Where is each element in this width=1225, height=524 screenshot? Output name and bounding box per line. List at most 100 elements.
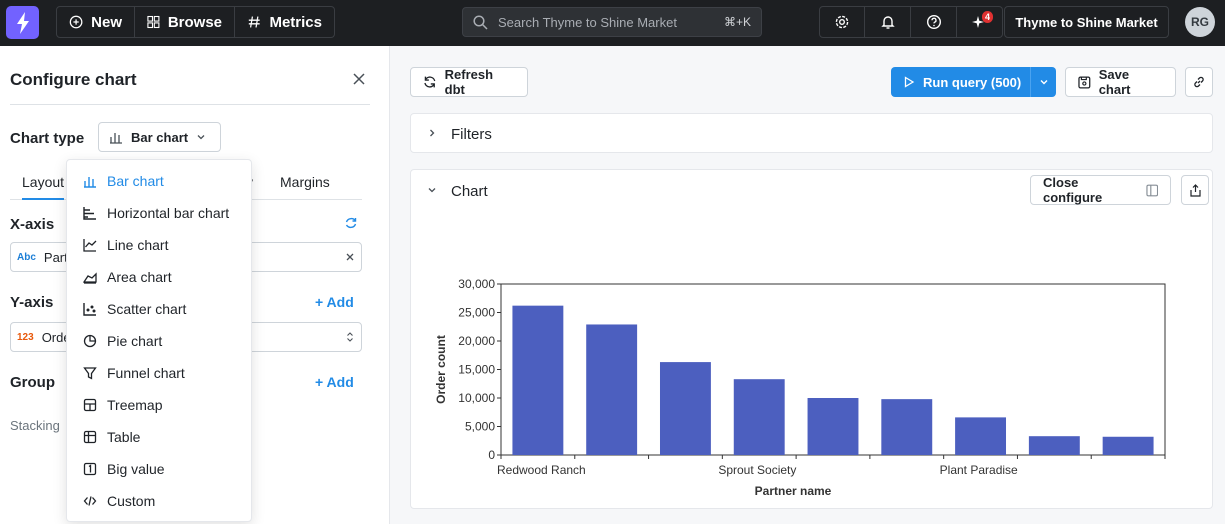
lightdash-logo-icon[interactable] xyxy=(6,6,39,39)
horizontal-bar-chart-icon xyxy=(83,207,96,220)
refresh-dbt-button[interactable]: Refresh dbt xyxy=(410,67,528,97)
filters-card[interactable]: Filters xyxy=(410,113,1213,153)
run-query-label: Run query (500) xyxy=(923,74,1022,90)
bar xyxy=(512,305,564,455)
y-tick-label: 30,000 xyxy=(458,277,495,291)
settings-button[interactable] xyxy=(819,6,865,38)
y-tick-label: 20,000 xyxy=(458,334,495,348)
save-icon xyxy=(1078,75,1091,89)
menu-item-line-chart[interactable]: Line chart xyxy=(67,229,251,261)
select-chevrons-icon xyxy=(347,332,353,342)
menu-item-table[interactable]: Table xyxy=(67,421,251,453)
menu-item-funnel-chart[interactable]: Funnel chart xyxy=(67,357,251,389)
bar xyxy=(733,379,785,455)
search-input[interactable]: Search Thyme to Shine Market ⌘+K xyxy=(462,7,762,37)
share-icon xyxy=(1189,183,1201,197)
link-icon xyxy=(1194,76,1204,88)
table-icon xyxy=(83,430,97,444)
scatter-chart-icon xyxy=(83,303,96,316)
ai-sparkles-button[interactable]: 4 xyxy=(957,6,1003,38)
close-configure-button[interactable]: Close configure xyxy=(1030,175,1171,205)
save-label: Save chart xyxy=(1098,67,1131,97)
help-button[interactable] xyxy=(911,6,957,38)
save-chart-button[interactable]: Save chart xyxy=(1065,67,1176,97)
y-axis-label: Y-axis xyxy=(10,294,54,311)
close-icon[interactable] xyxy=(350,70,368,88)
org-switcher[interactable]: Thyme to Shine Market xyxy=(1004,6,1169,38)
bar-chart-icon xyxy=(110,133,122,144)
metrics-button[interactable]: Metrics xyxy=(235,6,335,38)
y-tick-label: 25,000 xyxy=(458,306,495,320)
notifications-button[interactable] xyxy=(865,6,911,38)
browse-button[interactable]: Browse xyxy=(135,6,235,38)
top-navbar: New Browse Metrics Search Thyme to Shine… xyxy=(0,0,1225,46)
add-group-button[interactable]: + Add xyxy=(315,374,354,390)
org-name: Thyme to Shine Market xyxy=(1015,14,1158,30)
treemap-icon xyxy=(83,398,97,412)
x-axis-title: Partner name xyxy=(755,484,832,498)
divider xyxy=(10,104,370,105)
y-axis-value: Orde xyxy=(41,329,71,345)
number-type-icon: 123 xyxy=(17,331,34,343)
bar xyxy=(807,398,859,455)
refresh-icon xyxy=(424,76,436,88)
menu-item-treemap[interactable]: Treemap xyxy=(67,389,251,421)
chevron-down-icon[interactable] xyxy=(427,185,437,195)
search-icon xyxy=(473,14,488,30)
clear-icon[interactable] xyxy=(345,252,355,262)
menu-item-label: Bar chart xyxy=(107,173,164,189)
chevron-right-icon xyxy=(430,129,435,137)
menu-item-label: Horizontal bar chart xyxy=(107,205,230,221)
export-button[interactable] xyxy=(1181,175,1209,205)
bar xyxy=(1102,436,1154,455)
menu-item-area-chart[interactable]: Area chart xyxy=(67,261,251,293)
filters-title: Filters xyxy=(451,126,492,143)
tab-layout[interactable]: Layout xyxy=(22,174,65,200)
x-tick-label: Sprout Society xyxy=(718,463,796,477)
funnel-chart-icon xyxy=(83,367,97,380)
menu-item-big-value[interactable]: Big value xyxy=(67,453,251,485)
chart-type-value: Bar chart xyxy=(131,129,189,145)
search-placeholder: Search Thyme to Shine Market xyxy=(498,14,677,30)
search-shortcut: ⌘+K xyxy=(723,15,751,29)
x-tick-label: Plant Paradise xyxy=(940,463,1018,477)
chart-card: Chart Close configure 0 5,000 10,000 15,000… xyxy=(410,169,1213,509)
notification-badge: 4 xyxy=(981,11,993,23)
avatar[interactable]: RG xyxy=(1185,7,1215,37)
chevron-down-icon xyxy=(1040,80,1047,85)
share-link-button[interactable] xyxy=(1185,67,1213,97)
menu-item-bar-chart[interactable]: Bar chart xyxy=(67,165,251,197)
plus-circle-icon xyxy=(69,15,83,29)
y-axis-title: Order count xyxy=(434,335,448,404)
big-value-icon xyxy=(83,462,97,476)
swap-axes-icon[interactable] xyxy=(344,216,358,230)
run-query-options[interactable] xyxy=(1030,67,1056,97)
menu-item-scatter-chart[interactable]: Scatter chart xyxy=(67,293,251,325)
menu-item-pie-chart[interactable]: Pie chart xyxy=(67,325,251,357)
panel-title: Configure chart xyxy=(10,70,137,89)
chart-type-select[interactable]: Bar chart xyxy=(98,122,221,152)
sparkles-icon xyxy=(971,16,984,28)
menu-item-horizontal-bar-chart[interactable]: Horizontal bar chart xyxy=(67,197,251,229)
gear-icon xyxy=(835,15,849,29)
menu-item-label: Treemap xyxy=(107,397,163,413)
add-y-axis-button[interactable]: + Add xyxy=(315,294,354,310)
menu-item-label: Big value xyxy=(107,461,165,477)
text-type-icon: Abc xyxy=(17,251,36,263)
bell-icon xyxy=(880,16,895,29)
help-icon xyxy=(926,14,941,30)
menu-item-label: Area chart xyxy=(107,269,172,285)
chart-title: Chart xyxy=(451,183,488,200)
y-tick-label: 15,000 xyxy=(458,363,495,377)
browse-label: Browse xyxy=(167,13,222,31)
menu-item-label: Scatter chart xyxy=(107,301,187,317)
menu-item-label: Table xyxy=(107,429,141,445)
tab-margins[interactable]: Margins xyxy=(280,174,330,190)
run-query-button[interactable]: Run query (500) xyxy=(891,67,1056,97)
bar xyxy=(659,362,711,455)
stacking-label: Stacking xyxy=(10,418,60,433)
new-button[interactable]: New xyxy=(56,6,135,38)
bar xyxy=(586,324,638,455)
run-query-main[interactable]: Run query (500) xyxy=(891,67,1030,97)
menu-item-custom[interactable]: Custom xyxy=(67,485,251,517)
